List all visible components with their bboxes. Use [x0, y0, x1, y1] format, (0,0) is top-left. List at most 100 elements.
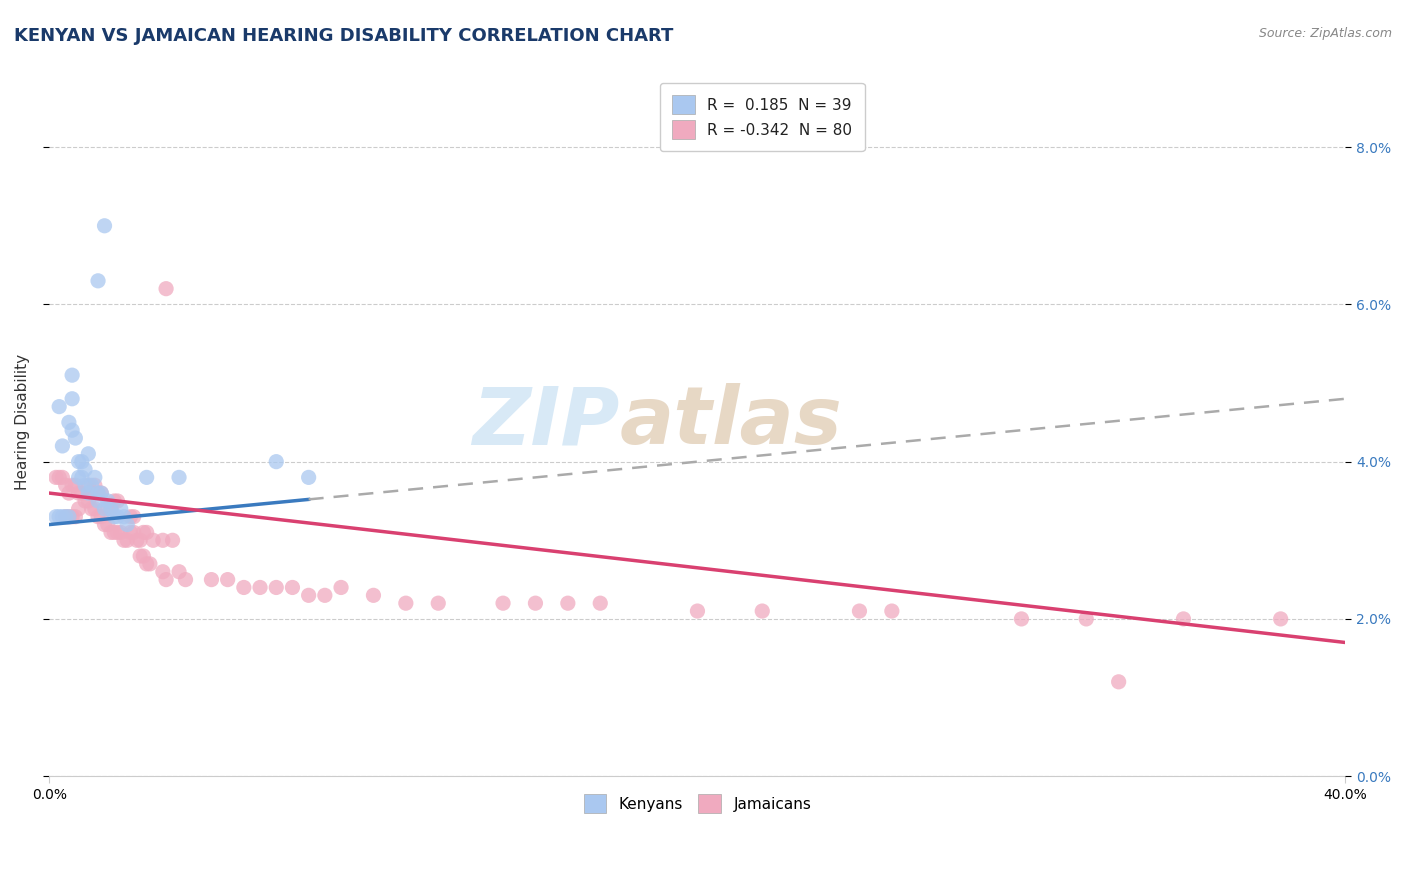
Point — [51, 470, 73, 484]
Point — [122, 509, 145, 524]
Point — [67, 486, 90, 500]
Point — [70, 486, 93, 500]
Point — [87, 509, 110, 524]
Point — [67, 501, 90, 516]
Point — [77, 447, 100, 461]
Point — [200, 573, 222, 587]
Point — [90, 509, 112, 524]
Point — [70, 455, 93, 469]
Point — [87, 274, 110, 288]
Point — [110, 525, 132, 540]
Point — [77, 486, 100, 500]
Point — [112, 509, 135, 524]
Point — [65, 478, 87, 492]
Point — [152, 533, 174, 548]
Text: Source: ZipAtlas.com: Source: ZipAtlas.com — [1258, 27, 1392, 40]
Point — [103, 494, 125, 508]
Point — [524, 596, 547, 610]
Point — [427, 596, 450, 610]
Point — [120, 525, 142, 540]
Point — [1076, 612, 1098, 626]
Point — [132, 549, 155, 563]
Text: atlas: atlas — [620, 384, 842, 461]
Point — [848, 604, 870, 618]
Point — [129, 549, 152, 563]
Point — [60, 392, 83, 406]
Point — [93, 517, 115, 532]
Point — [107, 525, 129, 540]
Point — [80, 486, 103, 500]
Point — [298, 588, 321, 602]
Point — [83, 478, 105, 492]
Point — [395, 596, 418, 610]
Point — [112, 533, 135, 548]
Point — [363, 588, 385, 602]
Point — [60, 423, 83, 437]
Point — [77, 478, 100, 492]
Point — [45, 509, 67, 524]
Point — [155, 573, 177, 587]
Point — [67, 455, 90, 469]
Point — [298, 470, 321, 484]
Point — [45, 470, 67, 484]
Point — [58, 509, 80, 524]
Point — [281, 581, 304, 595]
Point — [135, 557, 157, 571]
Point — [58, 486, 80, 500]
Point — [162, 533, 184, 548]
Point — [107, 494, 129, 508]
Point — [65, 509, 87, 524]
Point — [330, 581, 353, 595]
Point — [51, 509, 73, 524]
Point — [103, 509, 125, 524]
Point — [90, 486, 112, 500]
Point — [87, 486, 110, 500]
Point — [100, 501, 122, 516]
Point — [55, 509, 77, 524]
Point — [115, 533, 138, 548]
Point — [97, 501, 120, 516]
Point — [58, 509, 80, 524]
Point — [83, 501, 105, 516]
Point — [60, 509, 83, 524]
Point — [135, 525, 157, 540]
Point — [90, 486, 112, 500]
Point — [100, 525, 122, 540]
Point — [70, 470, 93, 484]
Y-axis label: Hearing Disability: Hearing Disability — [15, 354, 30, 491]
Point — [65, 431, 87, 445]
Point — [1010, 612, 1032, 626]
Point — [51, 439, 73, 453]
Point — [48, 400, 70, 414]
Point — [48, 509, 70, 524]
Point — [264, 581, 287, 595]
Point — [314, 588, 336, 602]
Point — [75, 462, 97, 476]
Point — [67, 470, 90, 484]
Point — [1108, 674, 1130, 689]
Point — [110, 501, 132, 516]
Point — [107, 509, 129, 524]
Point — [751, 604, 773, 618]
Point — [217, 573, 239, 587]
Point — [589, 596, 612, 610]
Point — [129, 533, 152, 548]
Point — [492, 596, 515, 610]
Point — [135, 470, 157, 484]
Point — [152, 565, 174, 579]
Point — [48, 470, 70, 484]
Point — [557, 596, 579, 610]
Point — [97, 494, 120, 508]
Point — [1173, 612, 1195, 626]
Text: ZIP: ZIP — [472, 384, 620, 461]
Point — [880, 604, 903, 618]
Point — [60, 478, 83, 492]
Point — [1270, 612, 1292, 626]
Point — [139, 557, 162, 571]
Point — [115, 517, 138, 532]
Legend: Kenyans, Jamaicans: Kenyans, Jamaicans — [571, 782, 824, 825]
Point — [142, 533, 165, 548]
Point — [122, 525, 145, 540]
Point — [167, 470, 190, 484]
Point — [55, 478, 77, 492]
